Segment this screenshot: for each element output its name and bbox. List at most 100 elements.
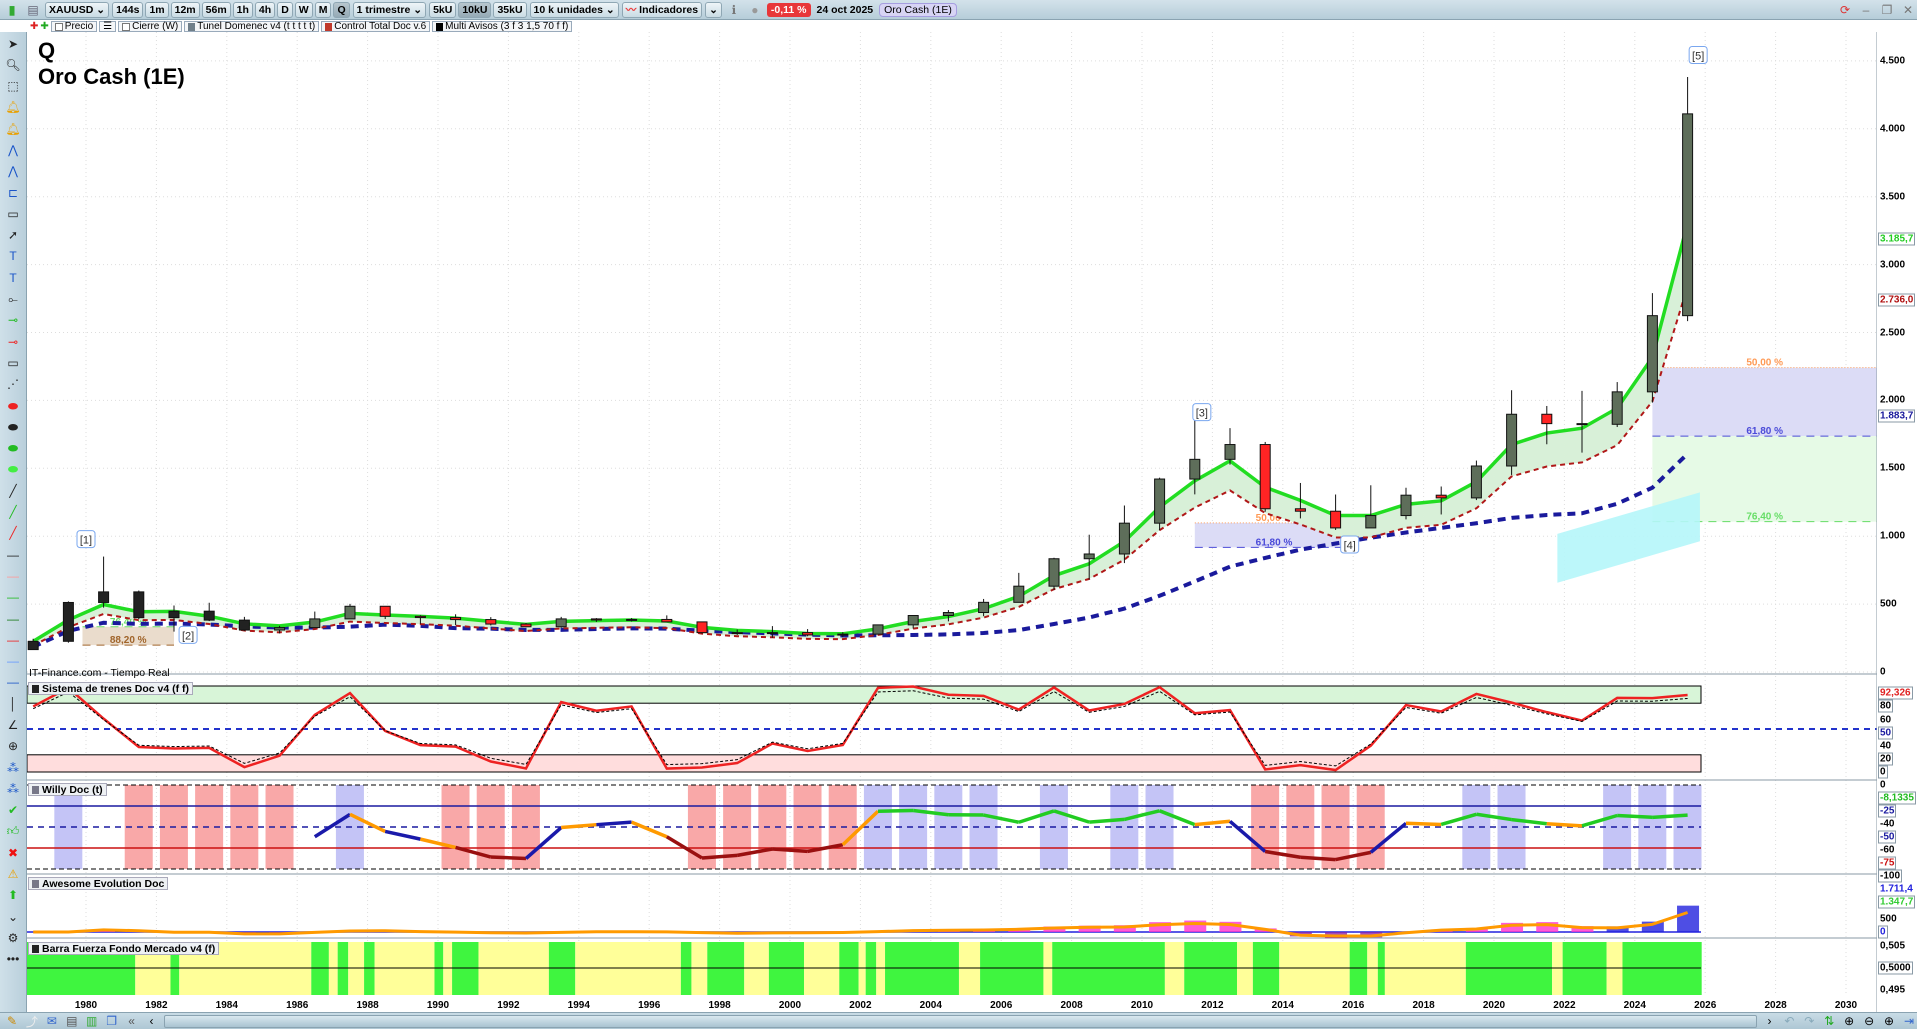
timeframe-Q[interactable]: Q xyxy=(333,2,349,18)
horizontal-scrollbar[interactable] xyxy=(164,1015,1758,1028)
timeframe-W[interactable]: W xyxy=(295,2,313,18)
red-line-icon[interactable]: ╱ xyxy=(4,525,22,542)
close-toggle[interactable]: Cierre (W) xyxy=(118,21,182,32)
grey-ellipse-icon[interactable]: ⬬ xyxy=(4,418,22,435)
list-icon[interactable]: ☰ xyxy=(99,21,116,32)
indicators-button[interactable]: 〰 Indicadores xyxy=(622,2,702,18)
scroll-right-icon[interactable]: › xyxy=(1761,1014,1777,1028)
close-checkbox[interactable] xyxy=(122,23,130,31)
more-icon[interactable]: ••• xyxy=(4,951,22,968)
indicator-chip[interactable]: Multi Avisos (3 f 3 1,5 70 f f) xyxy=(432,21,572,32)
projection-icon[interactable]: ⋰ xyxy=(4,376,22,393)
redo-icon[interactable]: ↷ xyxy=(1801,1014,1817,1028)
arrow-icon[interactable]: ➚ xyxy=(4,227,22,244)
blue-hline-icon[interactable]: — xyxy=(4,674,22,691)
minimize-icon[interactable]: – xyxy=(1857,1,1875,18)
green-hline-icon[interactable]: — xyxy=(4,589,22,606)
pencil-icon[interactable]: ✎ xyxy=(4,1014,20,1028)
timeframe-56m[interactable]: 56m xyxy=(202,2,231,18)
timeframe-1m[interactable]: 1m xyxy=(145,2,168,18)
timeframe-144s[interactable]: 144s xyxy=(112,2,143,18)
rectangle-icon[interactable]: ▭ xyxy=(4,205,22,222)
restore-icon[interactable]: ❐ xyxy=(1878,1,1896,18)
scroll-end-icon[interactable]: ⇥ xyxy=(1901,1014,1917,1028)
unit-35kU[interactable]: 35kU xyxy=(493,2,526,18)
circle-cross-icon[interactable]: ⊕ xyxy=(4,738,22,755)
share-icon[interactable]: ⤴ xyxy=(24,1013,40,1030)
segment-icon[interactable]: ⟜ xyxy=(4,291,22,308)
zoom-in-icon[interactable]: ⊕ xyxy=(1881,1014,1897,1028)
zoom-out-icon[interactable]: ⊖ xyxy=(1861,1014,1877,1028)
text-icon[interactable]: T xyxy=(4,248,22,265)
zoom-icon[interactable]: 🔍︎ xyxy=(4,56,22,73)
horizontal-fib-icon[interactable]: ⋀ xyxy=(4,163,22,180)
angle-icon[interactable]: ∠ xyxy=(4,717,22,734)
up-arrow-icon[interactable]: ⬆ xyxy=(4,887,22,904)
panel-title-barra[interactable]: Barra Fuerza Fondo Mercado v4 (f) xyxy=(28,942,219,955)
indicators-dropdown[interactable]: ⌄ xyxy=(705,2,722,18)
timeframe-M[interactable]: M xyxy=(315,2,332,18)
units-select[interactable]: 10 k unidades ⌄ xyxy=(530,2,619,18)
channel-icon[interactable]: ⊏ xyxy=(4,184,22,201)
symbol-select[interactable]: XAUUSD ⌄ xyxy=(45,2,109,18)
zoom-area-icon[interactable]: ⬚ xyxy=(4,78,22,95)
pointer-icon[interactable]: ➤ xyxy=(4,35,22,52)
indicator-chip[interactable]: Control Total Doc v.6 xyxy=(321,21,430,32)
red-ellipse-icon[interactable]: ⬬ xyxy=(4,397,22,414)
chart-canvas[interactable]: 76,40 %88,20 %50,00 %61,80 %50,00 %61,80… xyxy=(27,32,1877,1012)
panel-title-willy[interactable]: Willy Doc (t) xyxy=(28,783,107,796)
chart-app-icon[interactable]: ▮ xyxy=(3,1,21,18)
sync-icon[interactable]: ⟳ xyxy=(1836,1,1854,18)
fibonacci-icon[interactable]: ⋀ xyxy=(4,141,22,158)
report-icon[interactable]: ▤ xyxy=(64,1014,80,1028)
add-study-icon[interactable]: ✚ xyxy=(40,21,48,32)
settings-icon[interactable]: ⚙ xyxy=(4,929,22,946)
chat-icon[interactable]: ✉ xyxy=(44,1014,60,1028)
green-line-icon[interactable]: ╱ xyxy=(4,504,22,521)
undo-icon[interactable]: ↶ xyxy=(1781,1014,1797,1028)
delete-icon[interactable]: ✖ xyxy=(4,844,22,861)
windows-icon[interactable]: ❐ xyxy=(104,1014,120,1028)
close-icon[interactable]: ✕ xyxy=(1899,1,1917,18)
ruler-icon[interactable]: ▭ xyxy=(4,354,22,371)
auto-scale-icon[interactable]: ⇅ xyxy=(1821,1014,1837,1028)
layout-icon[interactable]: ▤ xyxy=(24,1,42,18)
black-hline-icon[interactable]: — xyxy=(4,546,22,563)
wave-abc-icon[interactable]: ⁂ xyxy=(4,759,22,776)
indicator-chip[interactable]: Tunel Domenec v4 (t t t t t) xyxy=(184,21,319,32)
thumbs-up-icon[interactable]: 👍︎ xyxy=(4,823,22,840)
pink-hline-icon[interactable]: — xyxy=(4,567,22,584)
unit-10kU[interactable]: 10kU xyxy=(458,2,491,18)
alarm-icon[interactable]: 🔔︎ xyxy=(4,120,22,137)
panel-title-awesome[interactable]: Awesome Evolution Doc xyxy=(28,877,168,890)
unit-5kU[interactable]: 5kU xyxy=(429,2,456,18)
price-checkbox[interactable] xyxy=(55,23,63,31)
timeframe-1h[interactable]: 1h xyxy=(233,2,253,18)
period-select[interactable]: 1 trimestre ⌄ xyxy=(353,2,426,18)
panel-title-sistema[interactable]: Sistema de trenes Doc v4 (f f) xyxy=(28,682,193,695)
timeframe-4h[interactable]: 4h xyxy=(255,2,275,18)
timeframe-12m[interactable]: 12m xyxy=(171,2,200,18)
light-green-ellipse-icon[interactable]: ⬬ xyxy=(4,461,22,478)
price-toggle[interactable]: Precio xyxy=(51,21,97,32)
green-marker-icon[interactable]: ⊸ xyxy=(4,312,22,329)
green-ellipse-icon[interactable]: ⬬ xyxy=(4,440,22,457)
add-indicator-icon[interactable]: ✚ xyxy=(30,21,38,32)
alarm-cursor-icon[interactable]: 🔔︎ xyxy=(4,99,22,116)
black-line-icon[interactable]: ╱ xyxy=(4,482,22,499)
wave-numbers-icon[interactable]: ⁂ xyxy=(4,780,22,797)
scroll-left-icon[interactable]: ‹ xyxy=(144,1014,160,1028)
collapse-left-icon[interactable]: « xyxy=(124,1014,140,1028)
red-marker-icon[interactable]: ⊸ xyxy=(4,333,22,350)
red-hline-icon[interactable]: — xyxy=(4,631,22,648)
callout-icon[interactable]: T xyxy=(4,269,22,286)
vertical-line-icon[interactable]: │ xyxy=(4,695,22,712)
warning-icon[interactable]: ⚠ xyxy=(4,866,22,883)
zoom-fit-icon[interactable]: ⊕ xyxy=(1841,1014,1857,1028)
dark-green-hline-icon[interactable]: — xyxy=(4,610,22,627)
light-blue-hline-icon[interactable]: — xyxy=(4,653,22,670)
compare-icon[interactable]: ▥ xyxy=(84,1014,100,1028)
info-icon[interactable]: ℹ xyxy=(725,1,743,18)
check-icon[interactable]: ✔ xyxy=(4,802,22,819)
